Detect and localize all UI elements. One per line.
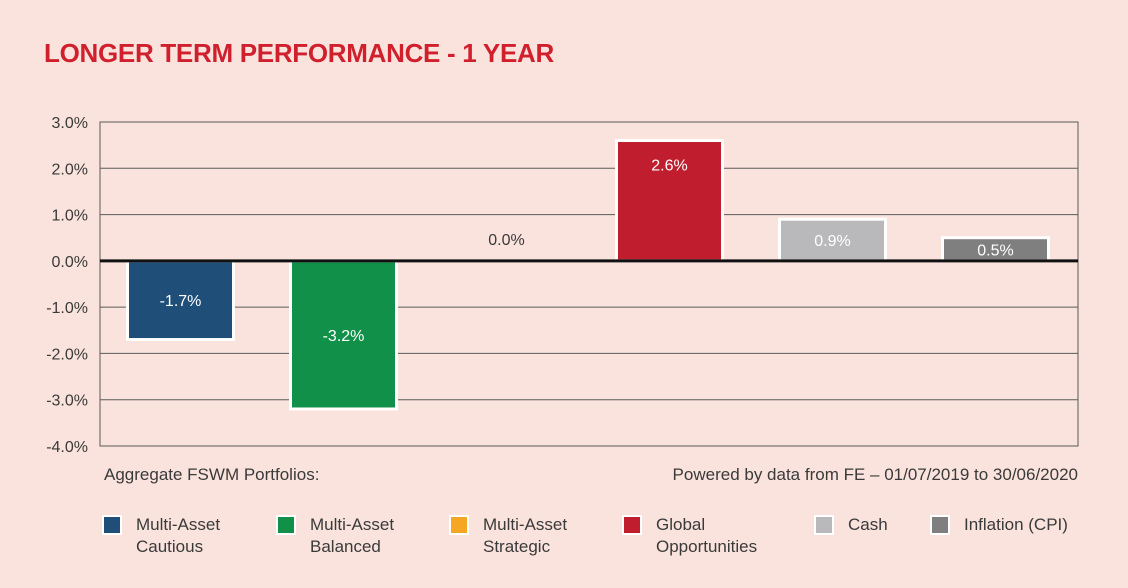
data-label-5: 0.5% [977, 242, 1013, 259]
legend-label-line1: Multi-Asset [310, 515, 395, 534]
bar-chart: 3.0% 2.0% 1.0% 0.0% -1.0% -2.0% -3.0% -4.0% -1.… [46, 115, 1079, 456]
grid-lines [99, 121, 1079, 447]
y-tick-label: 1.0% [52, 208, 88, 225]
chart-title: LONGER TERM PERFORMANCE - 1 YEAR [44, 38, 554, 68]
legend-label: Global Opportunities [656, 514, 786, 558]
legend-label-line2: Strategic [483, 537, 551, 556]
legend-item-2: Multi-Asset Strategic [449, 514, 613, 558]
data-label-4: 0.9% [814, 233, 850, 250]
y-tick-label: -2.0% [46, 346, 88, 363]
footer-source-note: Powered by data from FE – 01/07/2019 to … [672, 465, 1078, 484]
legend-label: Multi-Asset Cautious [136, 514, 266, 558]
data-label-0: -1.7% [160, 293, 202, 310]
legend-item-4: Cash [814, 514, 978, 536]
data-label-2: 0.0% [488, 232, 524, 249]
y-tick-label: -1.0% [46, 300, 88, 317]
bar-1 [289, 259, 398, 411]
footer-portfolios-label: Aggregate FSWM Portfolios: [104, 465, 320, 484]
legend-item-0: Multi-Asset Cautious [102, 514, 266, 558]
legend-swatch [622, 515, 642, 535]
legend-label-line1: Multi-Asset [136, 515, 221, 534]
legend-label-line1: Cash [848, 515, 888, 534]
legend-swatch [814, 515, 834, 535]
y-tick-label: 3.0% [52, 115, 88, 132]
legend-label-line2: Cautious [136, 537, 204, 556]
legend-item-1: Multi-Asset Balanced [276, 514, 440, 558]
legend-label-line2: Balanced [310, 537, 381, 556]
legend-label: Inflation (CPI) [964, 514, 1094, 536]
y-tick-label: -4.0% [46, 439, 88, 456]
legend-label: Multi-Asset Strategic [483, 514, 613, 558]
bars [126, 139, 1050, 411]
plot-frame [99, 121, 1079, 447]
legend-label: Cash [848, 514, 978, 536]
legend-label-line1: Multi-Asset [483, 515, 568, 534]
legend-label-line2: Opportunities [656, 537, 758, 556]
legend-swatch [276, 515, 296, 535]
data-label-3: 2.6% [651, 158, 687, 175]
legend-swatch [102, 515, 122, 535]
legend-label-line1: Inflation (CPI) [964, 515, 1068, 534]
data-labels: -1.7% -3.2% 0.0% 2.6% 0.9% 0.5% [160, 158, 1014, 345]
y-tick-label: 0.0% [52, 254, 88, 271]
legend-swatch [930, 515, 950, 535]
legend-label-line1: Global [656, 515, 706, 534]
y-tick-label: 2.0% [52, 161, 88, 178]
legend-item-5: Inflation (CPI) [930, 514, 1094, 536]
legend-item-3: Global Opportunities [622, 514, 786, 558]
y-tick-label: -3.0% [46, 393, 88, 410]
legend-label: Multi-Asset Balanced [310, 514, 440, 558]
data-label-1: -3.2% [323, 328, 365, 345]
y-axis-ticks: 3.0% 2.0% 1.0% 0.0% -1.0% -2.0% -3.0% -4.0% [46, 115, 88, 456]
legend-swatch [449, 515, 469, 535]
